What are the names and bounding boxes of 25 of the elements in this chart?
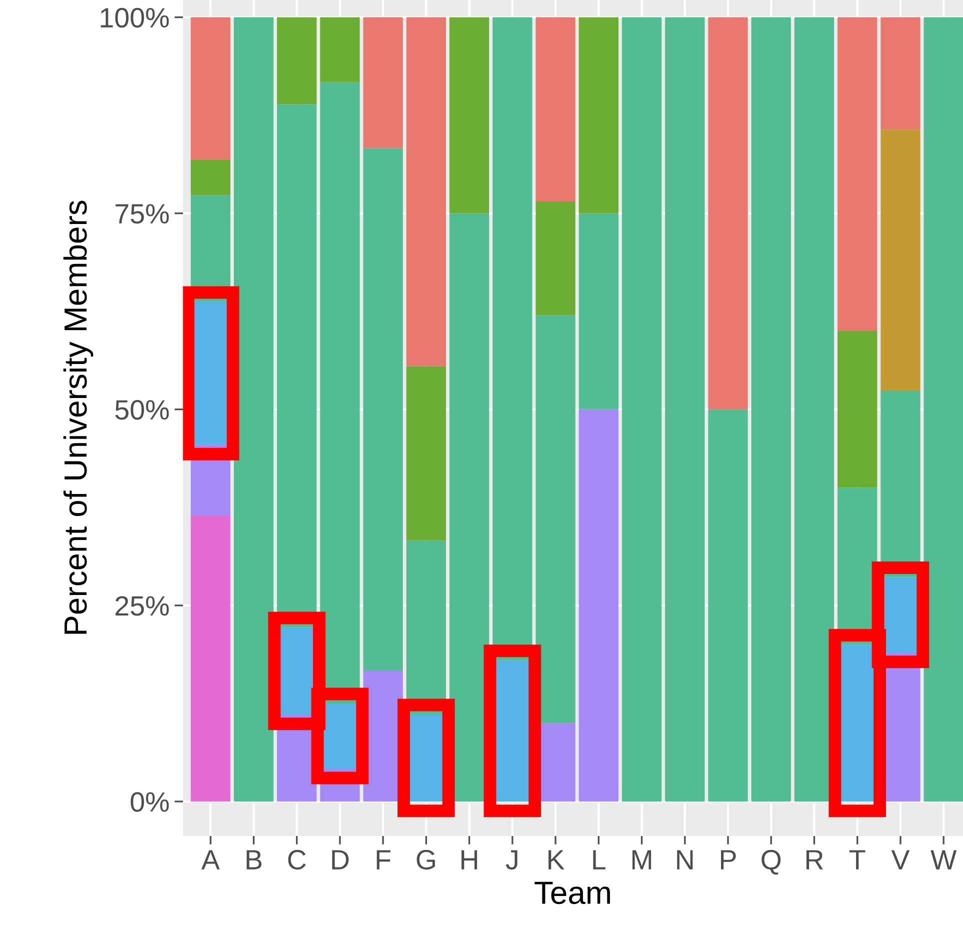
x-tick-label: F <box>376 850 390 870</box>
y-axis-title: Percent of University Members <box>63 200 94 634</box>
x-tick-label: Q <box>762 850 781 875</box>
x-tick-label: M <box>632 850 652 870</box>
x-tick-label: V <box>891 850 910 870</box>
x-tick-label: D <box>332 850 349 870</box>
y-tick-label: 75% <box>116 204 169 224</box>
x-tick-label: L <box>593 850 606 870</box>
x-tick-label: P <box>721 850 736 870</box>
x-tick-label: K <box>548 850 564 870</box>
x-axis-title: Team <box>534 882 610 904</box>
x-tick-label: R <box>806 850 823 870</box>
x-tick-label: H <box>462 850 478 870</box>
x-tick-label: N <box>677 850 693 870</box>
y-tick-label: 25% <box>116 596 169 616</box>
y-tick-label: 100% <box>100 8 169 28</box>
x-tick-label: C <box>288 850 306 870</box>
x-tick-label: W <box>930 850 957 870</box>
x-tick-label: T <box>850 850 866 870</box>
y-tick-label: 50% <box>115 400 169 420</box>
x-tick-label: J <box>506 850 518 870</box>
x-tick-label: B <box>246 850 262 870</box>
x-tick-label: A <box>201 850 220 870</box>
x-tick-label: G <box>416 850 435 870</box>
y-tick-label: 0% <box>130 792 169 812</box>
